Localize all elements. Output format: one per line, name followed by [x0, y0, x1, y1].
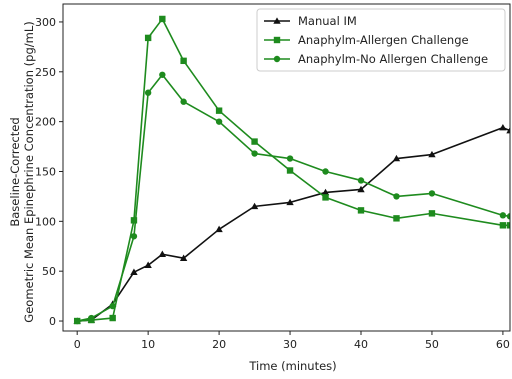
- data-point: [88, 314, 95, 322]
- data-point: [286, 198, 294, 206]
- data-point: [506, 213, 510, 220]
- data-point: [215, 225, 223, 233]
- y-tick-label: 150: [35, 165, 56, 178]
- series-0: [73, 123, 510, 324]
- data-point: [499, 212, 507, 219]
- data-point: [73, 317, 81, 325]
- legend-label-manual-im: Manual IM: [298, 14, 357, 28]
- series-line: [77, 126, 510, 322]
- legend-label-no-allergen-challenge: Anaphylm-No Allergen Challenge: [298, 52, 488, 66]
- legend-marker: [273, 17, 281, 24]
- series-line: [77, 73, 510, 322]
- data-point: [179, 254, 188, 261]
- data-point: [159, 71, 166, 78]
- legend-items: [264, 17, 290, 63]
- data-point: [393, 215, 400, 222]
- data-point: [393, 193, 400, 200]
- data-point: [286, 155, 294, 162]
- data-point: [251, 150, 258, 157]
- data-point: [130, 233, 138, 240]
- y-tick-label: 50: [42, 265, 56, 278]
- data-point: [109, 314, 116, 322]
- legend-marker: [273, 36, 281, 44]
- data-point: [180, 98, 187, 105]
- data-point: [392, 154, 401, 162]
- y-axis-label-line-1: Baseline-Corrected: [8, 117, 22, 226]
- data-point: [109, 302, 116, 310]
- data-point: [251, 138, 258, 145]
- data-point: [286, 167, 294, 174]
- axis-ticks: 0 10 20 30 40 50 60 0 50 100 150 200 250 300: [35, 16, 510, 351]
- x-tick-label: 40: [354, 338, 368, 351]
- data-point: [357, 207, 365, 214]
- data-point: [322, 168, 329, 175]
- legend-label-allergen-challenge: Anaphylm-Allergen Challenge: [298, 33, 469, 47]
- series-group: [73, 15, 510, 325]
- series-2: [73, 71, 510, 325]
- data-point: [321, 188, 330, 196]
- y-tick-label: 0: [49, 315, 56, 328]
- y-tick-label: 100: [35, 215, 56, 228]
- x-tick-label: 0: [74, 338, 81, 351]
- data-point: [499, 222, 507, 229]
- data-point: [250, 202, 259, 210]
- data-point: [130, 268, 138, 275]
- data-point: [357, 185, 365, 193]
- y-axis-label-line-2: Geometric Mean Epinephrine Concentration…: [22, 21, 36, 322]
- y-tick-label: 300: [35, 16, 56, 29]
- data-point: [428, 150, 436, 158]
- data-point: [506, 222, 510, 229]
- legend: Manual IM Anaphylm-Allergen Challenge An…: [256, 8, 506, 72]
- data-point: [130, 217, 138, 224]
- data-point: [357, 177, 365, 184]
- data-point: [144, 89, 152, 96]
- plot-frame: [62, 3, 511, 332]
- data-point: [506, 126, 510, 134]
- data-point: [144, 261, 152, 268]
- legend-marker: [273, 55, 281, 63]
- x-tick-label: 60: [496, 338, 510, 351]
- y-tick-label: 200: [35, 116, 56, 129]
- data-point: [144, 34, 152, 42]
- data-point: [215, 107, 223, 114]
- data-point: [322, 194, 329, 201]
- data-point: [215, 118, 223, 125]
- data-point: [159, 15, 166, 23]
- x-axis-label: Time (minutes): [248, 359, 336, 373]
- data-point: [428, 210, 436, 217]
- x-tick-label: 20: [212, 338, 226, 351]
- data-point: [180, 57, 187, 65]
- x-tick-label: 50: [425, 338, 439, 351]
- x-tick-label: 10: [141, 338, 155, 351]
- data-point: [428, 190, 436, 197]
- data-point: [158, 250, 167, 257]
- legend-box: [256, 8, 506, 72]
- y-tick-label: 250: [35, 66, 56, 79]
- data-point: [499, 123, 507, 131]
- x-tick-label: 30: [283, 338, 297, 351]
